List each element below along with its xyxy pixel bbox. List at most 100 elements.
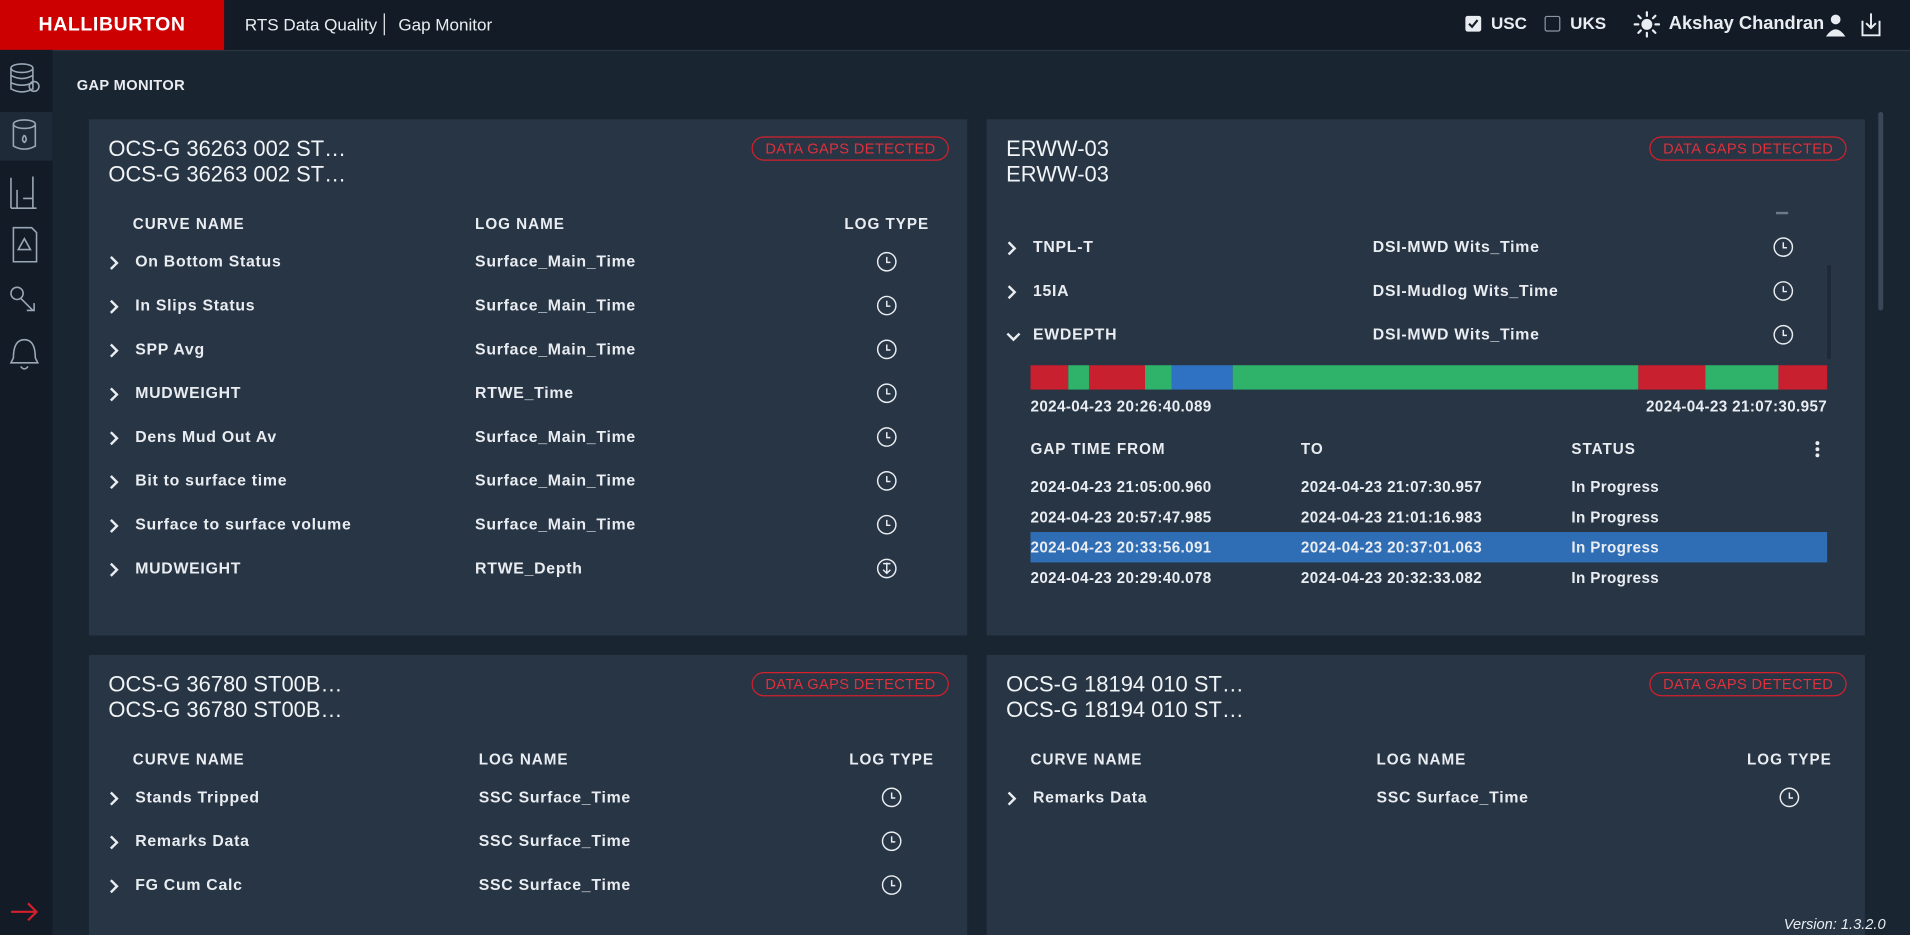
nav-report[interactable] (12, 226, 38, 263)
icon-part (1815, 453, 1820, 458)
gap-cell[interactable]: In Progress (1571, 539, 1660, 557)
range-start: 2024-04-23 20:26:40.089 (1030, 398, 1212, 416)
gap-cell[interactable]: In Progress (1571, 508, 1660, 526)
gap-cell[interactable]: 2024-04-23 20:57:47.985 (1030, 508, 1212, 526)
unit-option[interactable]: UKS (1544, 13, 1606, 33)
log-name: Surface_Main_Time (475, 514, 636, 534)
expand-toggle[interactable] (108, 834, 125, 851)
page-scrollbar[interactable] (1878, 112, 1884, 311)
icon-part (10, 176, 37, 209)
user-icon[interactable] (1823, 12, 1847, 39)
sun-core (1641, 18, 1653, 30)
expand-toggle[interactable] (1006, 284, 1023, 301)
chevron-right (1007, 791, 1017, 806)
icon-part (890, 792, 896, 799)
icon-part (886, 344, 891, 351)
well-name: ERWW-03 (1006, 161, 1109, 187)
expand-toggle[interactable] (108, 342, 125, 359)
expand-toggle[interactable] (1006, 327, 1023, 344)
gap-cell[interactable]: In Progress (1571, 478, 1660, 496)
icon-part (876, 295, 897, 316)
icon-part (1815, 447, 1820, 452)
download-icon[interactable] (1859, 11, 1883, 38)
ray (1651, 29, 1657, 34)
nav-alerts[interactable] (9, 338, 40, 370)
icon-part (109, 879, 119, 894)
depth-icon (876, 558, 897, 579)
icon-part (882, 562, 891, 575)
gap-cell[interactable]: 2024-04-23 21:07:30.957 (1300, 478, 1483, 496)
expand-toggle[interactable] (108, 561, 125, 578)
gap-cell[interactable]: 2024-04-23 20:33:56.091 (1030, 539, 1212, 557)
gap-cell[interactable]: 2024-04-23 21:01:16.983 (1300, 508, 1483, 526)
well-name: OCS-G 36263 002 ST… (108, 136, 347, 161)
chevron-right (1007, 241, 1017, 256)
clock-icon (881, 875, 902, 895)
nav-link[interactable] (10, 286, 35, 312)
expand-toggle[interactable] (108, 254, 125, 271)
curve-name: SPP Avg (135, 339, 205, 358)
side-nav (0, 49, 53, 935)
chevron-right (109, 835, 119, 850)
status-badge: DATA GAPS DETECTED (751, 672, 949, 697)
gap-cell[interactable]: In Progress (1571, 569, 1660, 587)
column-header: CURVE NAME (132, 215, 245, 233)
column-header: LOG NAME (1376, 751, 1467, 769)
chevron-right (109, 343, 119, 358)
chevron-right (109, 562, 119, 577)
gap-column-header: STATUS (1571, 440, 1636, 458)
checkbox[interactable] (1465, 15, 1482, 32)
timeline-segment (1030, 365, 1069, 390)
icon-part (886, 476, 891, 483)
nav-database[interactable] (10, 63, 40, 93)
expand-toggle[interactable] (108, 474, 125, 491)
expand-toggle[interactable] (108, 298, 125, 315)
icon-part (876, 514, 897, 535)
expand-toggle[interactable] (1006, 240, 1023, 257)
brand-logo[interactable]: HALLIBURTON (0, 0, 225, 50)
user-name[interactable]: Akshay Chandran (1668, 13, 1825, 35)
check-path (1468, 18, 1479, 28)
nav-gap-monitor[interactable] (10, 176, 37, 209)
gap-row-selected[interactable] (1030, 532, 1828, 563)
sun-rays (1633, 11, 1661, 38)
gap-cell[interactable]: 2024-04-23 20:29:40.078 (1030, 569, 1212, 587)
expand-toggle[interactable] (1006, 790, 1023, 807)
icon-part (881, 787, 902, 808)
icon-part (1007, 241, 1017, 256)
expand-toggle[interactable] (108, 517, 125, 534)
icon-part (109, 343, 119, 358)
gap-cell[interactable]: 2024-04-23 20:32:33.082 (1300, 569, 1483, 587)
well-name: OCS-G 36780 ST00B… (108, 697, 343, 722)
column-header: LOG NAME (478, 751, 569, 769)
chevron-down (1006, 332, 1021, 342)
chevron-right (109, 387, 119, 402)
more-menu[interactable] (1813, 439, 1823, 458)
unit-option[interactable]: USC (1465, 13, 1527, 33)
inner-scrollbar[interactable] (1827, 265, 1831, 360)
gap-cell[interactable]: 2024-04-23 21:05:00.960 (1030, 478, 1212, 496)
check-mark (1468, 18, 1479, 28)
expand-toggle[interactable] (108, 386, 125, 403)
expand-toggle[interactable] (108, 430, 125, 447)
clock-icon (876, 471, 897, 491)
collapse-arrow[interactable] (10, 902, 39, 922)
icon-part (1007, 791, 1017, 806)
expand-toggle[interactable] (108, 790, 125, 807)
curve-name: Remarks Data (1032, 787, 1148, 806)
version: Version: 1.3.2.0 (1783, 915, 1886, 933)
gap-cell[interactable]: 2024-04-23 20:37:01.063 (1300, 539, 1483, 557)
expand-toggle[interactable] (108, 878, 125, 895)
icon-part (12, 226, 38, 263)
icon-part (876, 383, 897, 404)
chevron-right (109, 791, 119, 806)
nav-icons (0, 63, 53, 922)
column-header: CURVE NAME (132, 751, 245, 769)
nav-data-quality[interactable] (0, 112, 53, 161)
log-type (881, 786, 903, 808)
theme-toggle[interactable] (1633, 11, 1661, 38)
user-body (1825, 29, 1846, 37)
checkbox[interactable] (1544, 15, 1561, 32)
